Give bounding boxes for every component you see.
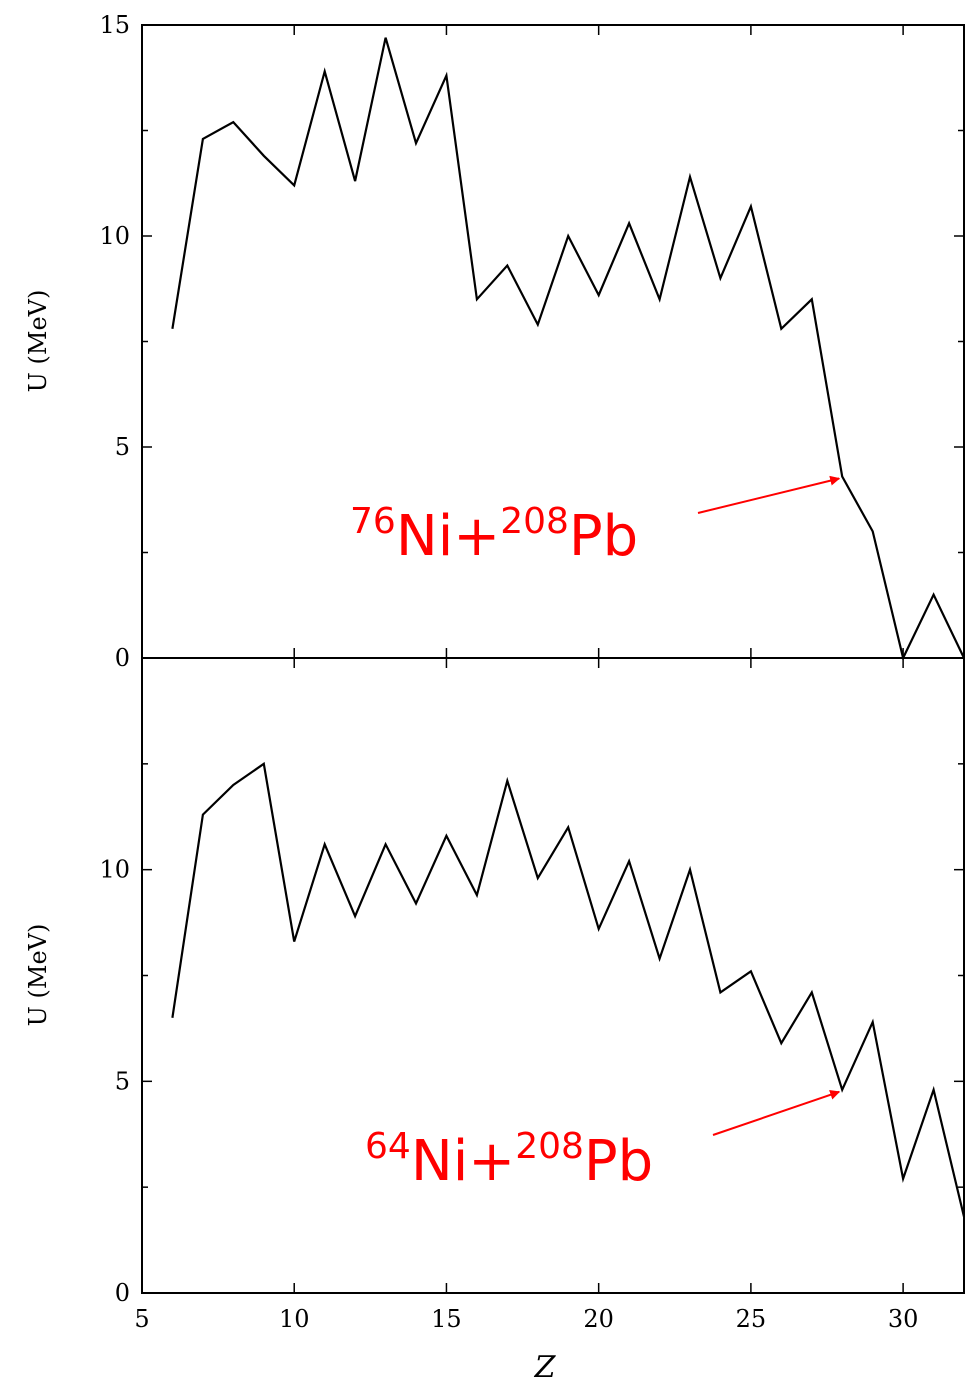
top-annotation-element1: Ni+ (396, 504, 500, 569)
bottom-annotation-element1: Ni+ (411, 1129, 515, 1194)
top-panel: 0 5 10 15 U (MeV) 76Ni+208Pb (24, 11, 965, 672)
top-y-tick-label: 15 (99, 11, 130, 39)
bottom-annotation-arrow (712, 1089, 841, 1136)
top-annotation-mass2: 208 (500, 501, 569, 542)
bottom-series-line (171, 761, 966, 1218)
bottom-x-axis: 5 10 15 20 25 30 (134, 658, 918, 1333)
top-series-line (171, 37, 965, 662)
bottom-plot-frame (141, 657, 965, 1294)
bottom-y-tick-label: 10 (99, 856, 130, 884)
bottom-x-tick-label: 5 (134, 1305, 149, 1333)
top-plot-frame (141, 24, 965, 659)
top-x-axis (141, 25, 904, 658)
bottom-y-axis-label: U (MeV) (24, 924, 52, 1027)
bottom-y-axis: 0 5 10 (99, 657, 964, 1307)
top-y-tick-label: 5 (115, 433, 130, 461)
svg-text:64Ni+208Pb: 64Ni+208Pb (365, 1126, 653, 1194)
bottom-x-tick-label: 30 (888, 1305, 919, 1333)
bottom-x-tick-label: 15 (431, 1305, 462, 1333)
top-annotation-element2: Pb (569, 504, 638, 569)
bottom-annotation-element2: Pb (584, 1129, 653, 1194)
bottom-annotation-mass2: 208 (515, 1126, 584, 1167)
svg-text:76Ni+208Pb: 76Ni+208Pb (350, 501, 638, 569)
x-axis-label: Z (534, 1350, 557, 1385)
bottom-y-tick-label: 0 (115, 1279, 130, 1307)
top-y-tick-label: 0 (115, 644, 130, 672)
bottom-x-tick-label: 10 (279, 1305, 310, 1333)
bottom-x-tick-label: 20 (583, 1305, 614, 1333)
top-y-axis: 0 5 10 15 (99, 11, 964, 672)
bottom-annotation: 64Ni+208Pb (365, 1089, 841, 1194)
top-annotation-arrow (697, 475, 841, 514)
bottom-x-tick-label: 25 (736, 1305, 767, 1333)
top-annotation: 76Ni+208Pb (350, 475, 841, 569)
top-annotation-mass1: 76 (350, 501, 396, 542)
top-y-tick-label: 10 (99, 222, 130, 250)
bottom-y-tick-label: 5 (115, 1067, 130, 1095)
bottom-annotation-mass1: 64 (365, 1126, 411, 1167)
top-y-axis-label: U (MeV) (24, 290, 52, 393)
